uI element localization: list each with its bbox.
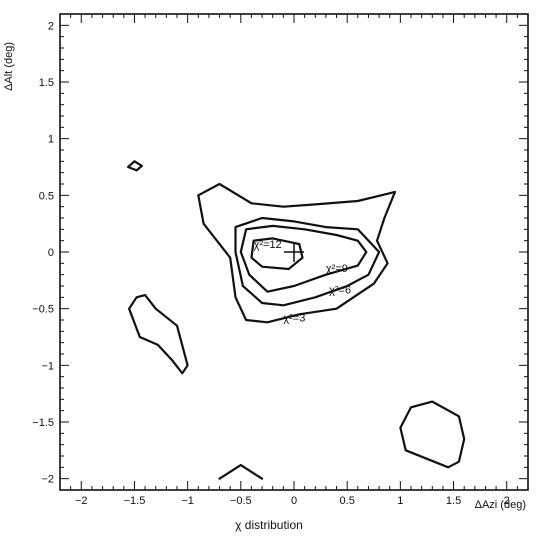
x-tick-label: −0.5: [230, 495, 252, 507]
x-tick-label: 1.5: [446, 495, 461, 507]
y-tick-label: −2: [41, 474, 54, 486]
y-axis-title: ΔAlt (deg): [3, 42, 15, 91]
y-tick-label: 2: [48, 20, 54, 32]
contour-level-label: χ²=6: [329, 284, 351, 296]
x-tick-label: 0.5: [340, 495, 355, 507]
y-tick-label: 1: [48, 134, 54, 146]
chart-title: χ distribution: [0, 518, 538, 532]
contour-line: [400, 402, 464, 468]
y-tick-label: 0.5: [39, 190, 54, 202]
contour-line: [241, 226, 366, 292]
x-axis-title: ΔAzi (deg): [475, 499, 526, 511]
y-tick-label: 1.5: [39, 77, 54, 89]
x-tick-label: −1: [181, 495, 194, 507]
x-tick-label: 0: [291, 495, 297, 507]
contour-level-label: χ²=9: [326, 263, 348, 275]
x-tick-label: −2: [75, 495, 88, 507]
x-tick-label: 1: [397, 495, 403, 507]
contour-level-label: χ²=3: [283, 313, 305, 325]
y-tick-label: −1.5: [32, 417, 54, 429]
contour-line: [220, 465, 263, 479]
contour-line: [128, 161, 142, 170]
y-tick-label: 0: [48, 247, 54, 259]
y-tick-label: −1: [41, 360, 54, 372]
x-tick-label: −1.5: [124, 495, 146, 507]
y-tick-label: −0.5: [32, 304, 54, 316]
contour-level-label: χ²=12: [254, 239, 282, 251]
contour-line: [129, 295, 188, 373]
